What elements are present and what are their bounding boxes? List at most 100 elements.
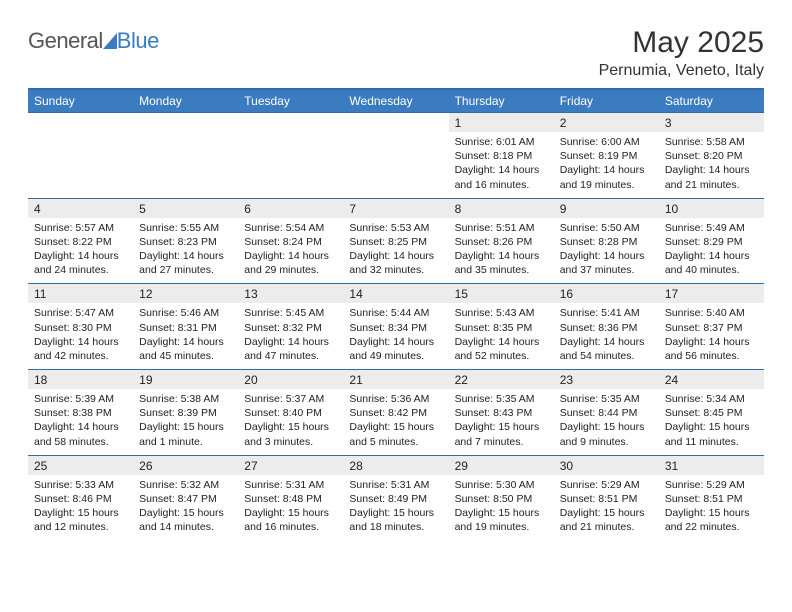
day-detail: Sunrise: 5:34 AMSunset: 8:45 PMDaylight:… (659, 389, 764, 455)
daylight-line: Daylight: 15 hours and 11 minutes. (665, 420, 758, 448)
sunrise-line: Sunrise: 5:54 AM (244, 221, 337, 235)
day-number: 7 (343, 198, 448, 218)
daylight-line: Daylight: 14 hours and 27 minutes. (139, 249, 232, 277)
sunset-line: Sunset: 8:45 PM (665, 406, 758, 420)
detail-row: Sunrise: 5:33 AMSunset: 8:46 PM Daylight:… (28, 475, 764, 541)
day-number: 19 (133, 370, 238, 390)
day-detail: Sunrise: 5:55 AMSunset: 8:23 PMDaylight:… (133, 218, 238, 284)
sunrise-line: Sunrise: 5:30 AM (455, 478, 548, 492)
day-detail: Sunrise: 5:29 AMSunset: 8:51 PMDaylight:… (659, 475, 764, 541)
daynum-row: 123 (28, 113, 764, 133)
daylight-line: Daylight: 14 hours and 29 minutes. (244, 249, 337, 277)
dayhead-sat: Saturday (659, 89, 764, 113)
daylight-line: Daylight: 14 hours and 45 minutes. (139, 335, 232, 363)
sunset-line: Sunset: 8:51 PM (665, 492, 758, 506)
daynum-row: 45678910 (28, 198, 764, 218)
dayhead-fri: Friday (554, 89, 659, 113)
sunset-line: Sunset: 8:18 PM (455, 149, 548, 163)
sunrise-line: Sunrise: 5:32 AM (139, 478, 232, 492)
brand-logo: General Blue (28, 28, 159, 54)
day-detail: Sunrise: 5:58 AMSunset: 8:20 PMDaylight:… (659, 132, 764, 198)
sunrise-line: Sunrise: 5:33 AM (34, 478, 127, 492)
sunrise-line: Sunrise: 6:00 AM (560, 135, 653, 149)
day-number (133, 113, 238, 133)
calendar-page: General Blue May 2025 Pernumia, Veneto, … (0, 0, 792, 560)
day-number: 25 (28, 455, 133, 475)
day-number: 16 (554, 284, 659, 304)
sunset-line: Sunset: 8:20 PM (665, 149, 758, 163)
sunset-line: Sunset: 8:28 PM (560, 235, 653, 249)
daylight-line: Daylight: 15 hours and 22 minutes. (665, 506, 758, 534)
sunrise-line: Sunrise: 5:29 AM (560, 478, 653, 492)
daylight-line: Daylight: 15 hours and 3 minutes. (244, 420, 337, 448)
day-number: 31 (659, 455, 764, 475)
day-detail: Sunrise: 5:41 AMSunset: 8:36 PMDaylight:… (554, 303, 659, 369)
dayhead-tue: Tuesday (238, 89, 343, 113)
day-detail: Sunrise: 5:32 AMSunset: 8:47 PMDaylight:… (133, 475, 238, 541)
sunrise-line: Sunrise: 5:53 AM (349, 221, 442, 235)
day-number: 15 (449, 284, 554, 304)
sunrise-line: Sunrise: 5:50 AM (560, 221, 653, 235)
sunset-line: Sunset: 8:23 PM (139, 235, 232, 249)
title-block: May 2025 Pernumia, Veneto, Italy (599, 28, 764, 80)
day-number: 21 (343, 370, 448, 390)
daylight-line: Daylight: 14 hours and 24 minutes. (34, 249, 127, 277)
sunset-line: Sunset: 8:38 PM (34, 406, 127, 420)
daylight-line: Daylight: 14 hours and 56 minutes. (665, 335, 758, 363)
day-number (343, 113, 448, 133)
day-detail: Sunrise: 5:35 AMSunset: 8:43 PMDaylight:… (449, 389, 554, 455)
sunset-line: Sunset: 8:43 PM (455, 406, 548, 420)
sunrise-line: Sunrise: 5:47 AM (34, 306, 127, 320)
daylight-line: Daylight: 15 hours and 19 minutes. (455, 506, 548, 534)
day-detail: Sunrise: 5:57 AMSunset: 8:22 PMDaylight:… (28, 218, 133, 284)
sunset-line: Sunset: 8:40 PM (244, 406, 337, 420)
dayhead-sun: Sunday (28, 89, 133, 113)
daylight-line: Daylight: 14 hours and 16 minutes. (455, 163, 548, 191)
sunrise-line: Sunrise: 5:37 AM (244, 392, 337, 406)
day-detail: Sunrise: 6:00 AMSunset: 8:19 PMDaylight:… (554, 132, 659, 198)
daylight-line: Daylight: 14 hours and 35 minutes. (455, 249, 548, 277)
brand-part1: General (28, 28, 103, 54)
sunset-line: Sunset: 8:46 PM (34, 492, 127, 506)
sunset-line: Sunset: 8:49 PM (349, 492, 442, 506)
daylight-line: Daylight: 14 hours and 37 minutes. (560, 249, 653, 277)
daylight-line: Daylight: 14 hours and 32 minutes. (349, 249, 442, 277)
day-number: 4 (28, 198, 133, 218)
day-header-row: Sunday Monday Tuesday Wednesday Thursday… (28, 89, 764, 113)
day-detail (133, 132, 238, 198)
sunrise-line: Sunrise: 5:39 AM (34, 392, 127, 406)
day-detail: Sunrise: 5:51 AMSunset: 8:26 PMDaylight:… (449, 218, 554, 284)
sunrise-line: Sunrise: 5:51 AM (455, 221, 548, 235)
daynum-row: 11121314151617 (28, 284, 764, 304)
day-number: 2 (554, 113, 659, 133)
sunrise-line: Sunrise: 5:31 AM (244, 478, 337, 492)
day-detail: Sunrise: 5:43 AMSunset: 8:35 PMDaylight:… (449, 303, 554, 369)
day-number: 30 (554, 455, 659, 475)
sail-icon (103, 33, 117, 49)
sunrise-line: Sunrise: 5:31 AM (349, 478, 442, 492)
sunrise-line: Sunrise: 5:57 AM (34, 221, 127, 235)
day-number: 24 (659, 370, 764, 390)
sunset-line: Sunset: 8:36 PM (560, 321, 653, 335)
dayhead-thu: Thursday (449, 89, 554, 113)
sunrise-line: Sunrise: 5:49 AM (665, 221, 758, 235)
daylight-line: Daylight: 14 hours and 42 minutes. (34, 335, 127, 363)
day-detail: Sunrise: 5:45 AMSunset: 8:32 PMDaylight:… (238, 303, 343, 369)
sunset-line: Sunset: 8:50 PM (455, 492, 548, 506)
sunrise-line: Sunrise: 6:01 AM (455, 135, 548, 149)
sunset-line: Sunset: 8:19 PM (560, 149, 653, 163)
day-detail: Sunrise: 5:46 AMSunset: 8:31 PMDaylight:… (133, 303, 238, 369)
sunrise-line: Sunrise: 5:34 AM (665, 392, 758, 406)
daynum-row: 25262728293031 (28, 455, 764, 475)
day-detail (28, 132, 133, 198)
sunrise-line: Sunrise: 5:36 AM (349, 392, 442, 406)
sunrise-line: Sunrise: 5:55 AM (139, 221, 232, 235)
page-header: General Blue May 2025 Pernumia, Veneto, … (28, 28, 764, 80)
sunset-line: Sunset: 8:37 PM (665, 321, 758, 335)
location-text: Pernumia, Veneto, Italy (599, 62, 764, 80)
daylight-line: Daylight: 14 hours and 49 minutes. (349, 335, 442, 363)
daylight-line: Daylight: 14 hours and 40 minutes. (665, 249, 758, 277)
sunset-line: Sunset: 8:25 PM (349, 235, 442, 249)
day-number: 20 (238, 370, 343, 390)
calendar-table: Sunday Monday Tuesday Wednesday Thursday… (28, 88, 764, 540)
